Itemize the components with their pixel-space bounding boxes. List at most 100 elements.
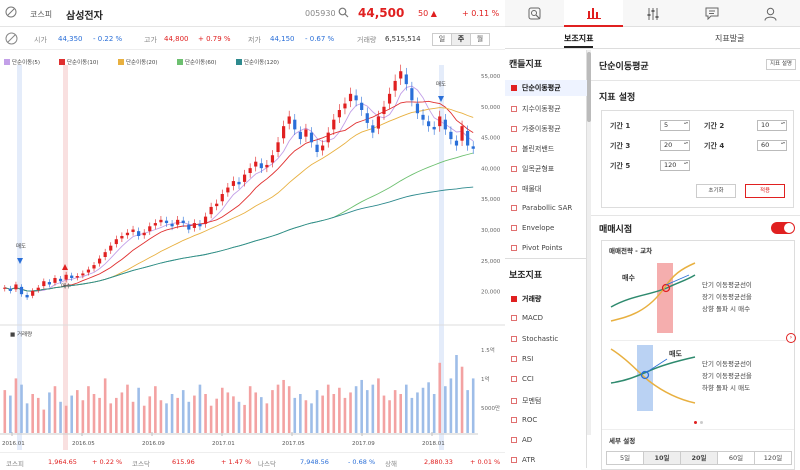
no-symbol-icon[interactable] bbox=[5, 32, 18, 45]
candle-item[interactable]: 지수이동평균 bbox=[511, 104, 561, 114]
low-label: 저가 bbox=[248, 36, 261, 44]
candle-body bbox=[192, 223, 196, 228]
period-4-input[interactable]: 60 bbox=[757, 140, 787, 151]
chat-tab[interactable] bbox=[682, 0, 741, 27]
period-1-input[interactable]: 5 bbox=[660, 120, 690, 131]
checkbox[interactable] bbox=[511, 106, 517, 112]
volume-bar bbox=[42, 409, 46, 433]
volume-bar bbox=[176, 397, 179, 433]
checkbox[interactable] bbox=[511, 296, 517, 302]
reset-button[interactable]: 초기화 bbox=[696, 184, 736, 198]
duration-60d[interactable]: 60일 bbox=[717, 451, 755, 465]
aux-item[interactable]: MACD bbox=[511, 314, 543, 322]
candle-body bbox=[360, 102, 364, 110]
candle-item[interactable]: 일목균형표 bbox=[511, 164, 554, 174]
checkbox[interactable] bbox=[511, 335, 517, 342]
kosdaq-pct: + 1.47 % bbox=[221, 458, 252, 466]
checkbox[interactable] bbox=[511, 166, 517, 172]
period-5-input[interactable]: 120 bbox=[660, 160, 690, 171]
period-3-input[interactable]: 20 bbox=[660, 140, 690, 151]
candle-body bbox=[215, 203, 219, 207]
y-tick-label: 30,000 bbox=[481, 228, 501, 234]
duration-5d[interactable]: 5일 bbox=[606, 451, 644, 465]
candle-item[interactable]: 단순이동평균 bbox=[505, 80, 587, 96]
volume-bar bbox=[332, 394, 336, 433]
volume-bar bbox=[349, 392, 352, 433]
checkbox[interactable] bbox=[511, 437, 517, 444]
duration-20d[interactable]: 20일 bbox=[680, 451, 718, 465]
checkbox[interactable] bbox=[511, 85, 517, 91]
x-tick-label: 2017.05 bbox=[282, 441, 305, 447]
checkbox[interactable] bbox=[511, 397, 517, 404]
page-dot[interactable] bbox=[700, 421, 703, 424]
buy-line-2: 장기 이동평균선을 bbox=[702, 293, 752, 301]
checkbox[interactable] bbox=[511, 376, 517, 383]
page-dot-active[interactable] bbox=[694, 421, 697, 424]
aux-item[interactable]: RSI bbox=[511, 355, 533, 363]
chart-tab[interactable] bbox=[564, 0, 623, 27]
volume-bar bbox=[265, 403, 269, 433]
settings-tab[interactable] bbox=[623, 0, 682, 27]
market-label[interactable]: 코스피 bbox=[30, 10, 53, 19]
x-tick-label: 2016.09 bbox=[142, 441, 165, 447]
period-2-input[interactable]: 10 bbox=[757, 120, 787, 131]
period-week-button[interactable]: 주 bbox=[451, 33, 471, 46]
buy-signal-band bbox=[63, 65, 68, 450]
legend-swatch bbox=[118, 59, 124, 65]
edit-circle-icon[interactable] bbox=[5, 6, 17, 18]
aux-item[interactable]: 거래량 bbox=[511, 294, 541, 304]
search-tab[interactable] bbox=[505, 0, 564, 27]
apply-button[interactable]: 적용 bbox=[745, 184, 785, 198]
candle-item[interactable]: Envelope bbox=[511, 224, 554, 232]
stock-chart[interactable]: 55,000 50,000 45,000 40,000 35,000 30,000 25,0… bbox=[0, 60, 505, 452]
volume-bar bbox=[148, 396, 152, 433]
checkbox[interactable] bbox=[511, 146, 517, 152]
legend-ma120: 단순이동(120) bbox=[236, 58, 279, 66]
aux-item[interactable]: AD bbox=[511, 436, 532, 444]
aux-item[interactable]: Stochastic bbox=[511, 335, 558, 343]
checkbox[interactable] bbox=[511, 416, 517, 423]
y-tick-label: 35,000 bbox=[481, 197, 501, 203]
checkbox[interactable] bbox=[511, 225, 517, 231]
duration-120d[interactable]: 120일 bbox=[754, 451, 792, 465]
volume-pane-label: ■ 거래량 bbox=[10, 330, 32, 338]
period-day-button[interactable]: 일 bbox=[432, 33, 452, 46]
checkbox[interactable] bbox=[511, 245, 517, 251]
aux-item[interactable]: CCI bbox=[511, 375, 534, 383]
candle-item[interactable]: Parabollic SAR bbox=[511, 204, 572, 212]
volume-bar bbox=[471, 378, 475, 433]
candle-item[interactable]: 가중이동평균 bbox=[511, 124, 561, 134]
tab-indicator-discovery[interactable]: 지표발굴 bbox=[715, 34, 745, 43]
checkbox[interactable] bbox=[511, 457, 517, 464]
user-tab[interactable] bbox=[741, 0, 800, 27]
indicator-help-button[interactable]: 지표 설명 bbox=[766, 59, 796, 70]
candle-item[interactable]: 볼린저밴드 bbox=[511, 144, 554, 154]
checkbox[interactable] bbox=[511, 126, 517, 132]
aux-item[interactable]: ROC bbox=[511, 416, 537, 424]
list-scroll-thumb[interactable] bbox=[587, 52, 591, 122]
search-icon[interactable] bbox=[338, 7, 349, 18]
stock-name[interactable]: 삼성전자 bbox=[66, 11, 103, 22]
checkbox[interactable] bbox=[511, 186, 517, 192]
candle-body bbox=[148, 226, 152, 232]
open-label: 시가 bbox=[34, 36, 47, 44]
aux-item[interactable]: ATR bbox=[511, 456, 535, 464]
volume-bar bbox=[120, 392, 124, 433]
next-arrow-icon[interactable]: › bbox=[786, 333, 796, 343]
signal-toggle[interactable] bbox=[771, 222, 795, 234]
checkbox[interactable] bbox=[511, 205, 517, 211]
period-month-button[interactable]: 월 bbox=[470, 33, 490, 46]
candle-body bbox=[371, 125, 375, 133]
candle-body bbox=[92, 265, 96, 269]
checkbox[interactable] bbox=[511, 355, 517, 362]
checkbox[interactable] bbox=[511, 315, 517, 322]
candle-item[interactable]: 매물대 bbox=[511, 184, 541, 194]
aux-item[interactable]: 모멘텀 bbox=[511, 396, 541, 406]
ma-legend: 단순이동(5) 단순이동(10) 단순이동(20) 단순이동(60) 단순이동(… bbox=[4, 58, 304, 68]
legend-ma10: 단순이동(10) bbox=[59, 58, 99, 66]
stock-header: 코스피 삼성전자 005930 44,500 50 ▲ + 0.11 % bbox=[0, 0, 505, 27]
duration-10d[interactable]: 10일 bbox=[643, 451, 681, 465]
tab-aux-indicators[interactable]: 보조지표 bbox=[564, 33, 594, 48]
candle-item[interactable]: Pivot Points bbox=[511, 244, 562, 252]
list-scrollbar[interactable] bbox=[587, 50, 591, 435]
